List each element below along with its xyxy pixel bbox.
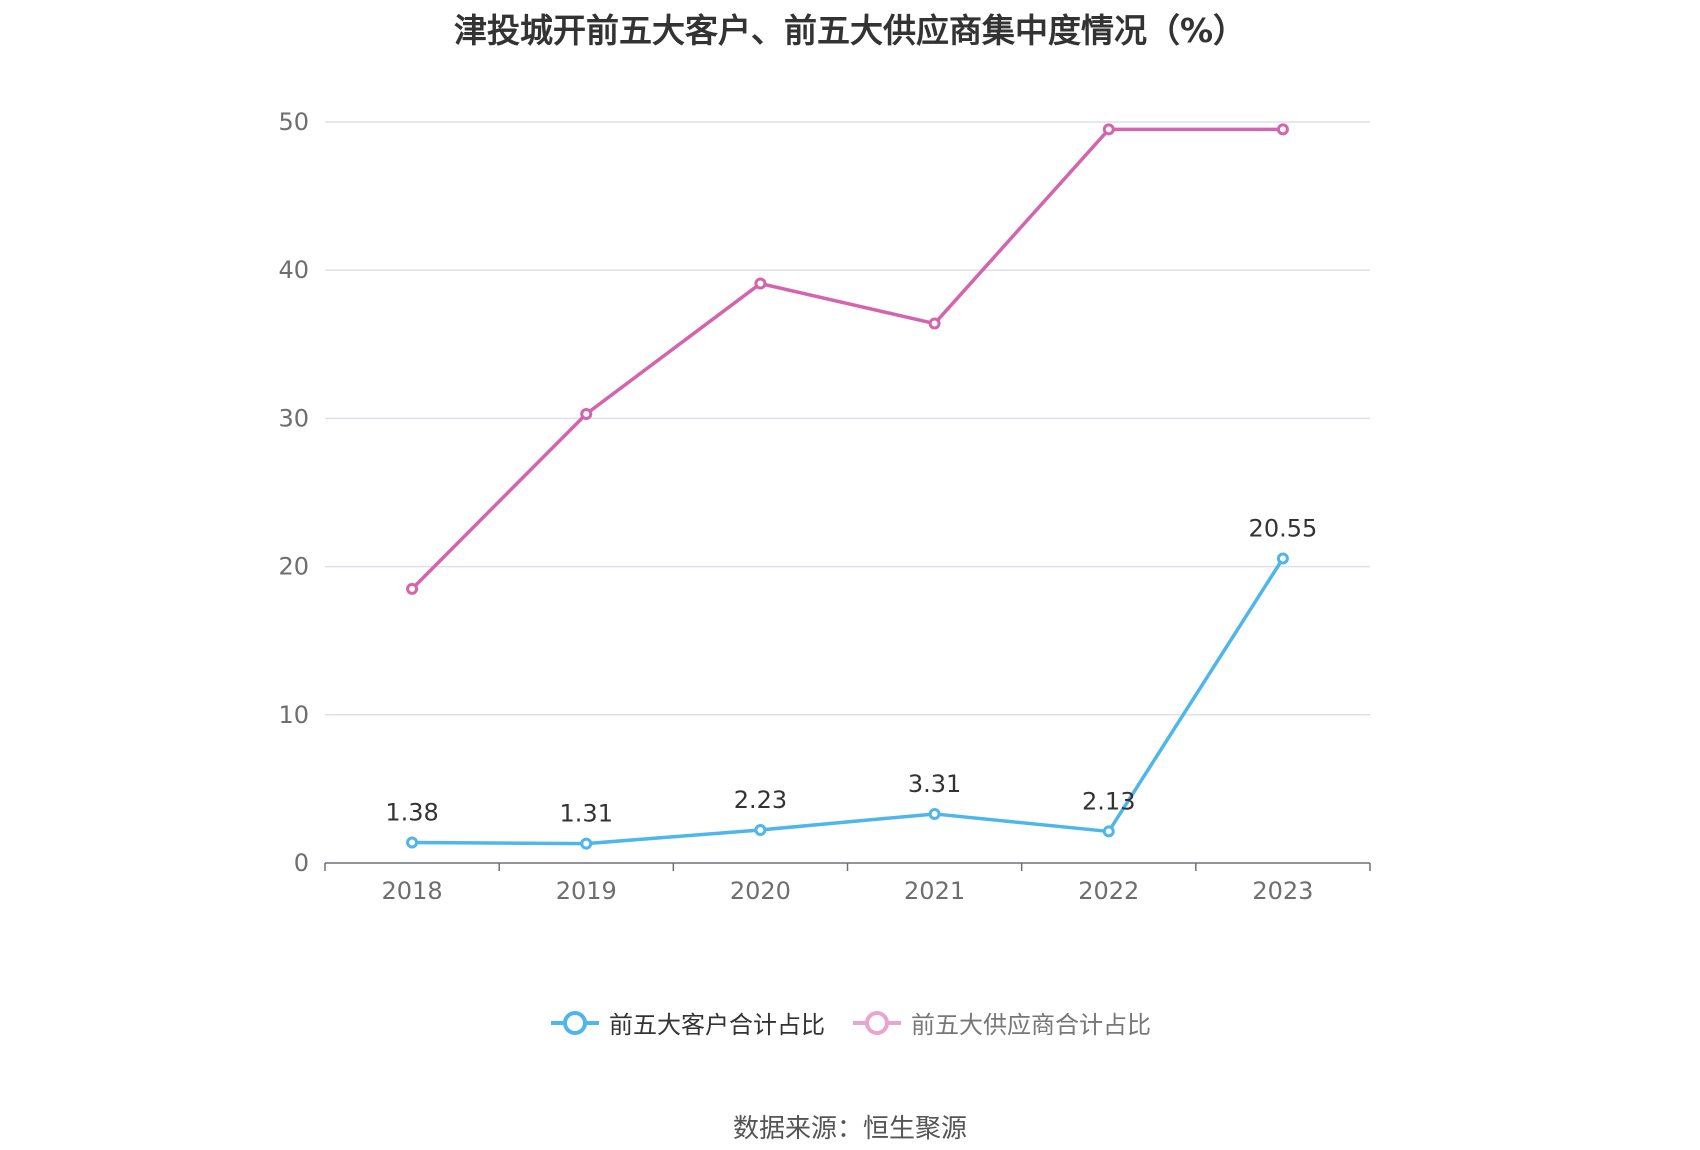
gridlines [325,121,1370,716]
legend-customers-icon [551,1010,599,1035]
legend-suppliers-label: 前五大供应商合计占比 [911,1011,1151,1039]
data-point-customers [1102,825,1115,838]
data-point-customers [928,807,941,820]
data-point-suppliers [754,277,767,290]
data-labels: 1.38 1.31 2.23 3.31 2.13 20.55 [385,514,1317,827]
data-point-customers [1276,552,1289,565]
data-point-suppliers [1102,123,1115,136]
data-point-suppliers [406,582,419,595]
data-label-customers: 20.55 [1249,514,1318,542]
y-tick-label: 0 [294,849,309,877]
series-line-suppliers [410,127,1283,591]
series [406,123,1289,850]
y-tick-label: 20 [278,553,309,581]
chart-title: 津投城开前五大客户、前五大供应商集中度情况（%） [453,11,1247,50]
legend-customers-label: 前五大客户合计占比 [609,1011,825,1039]
series-line-customers [412,557,1285,846]
legend-suppliers-icon [853,1010,901,1035]
data-point-suppliers [1276,123,1289,136]
x-tick-label: 2020 [730,877,791,905]
data-point-suppliers [928,317,941,330]
legend-item-customers[interactable]: 前五大客户合计占比 [549,1005,825,1040]
x-tick-label: 2021 [904,877,965,905]
x-tick-label: 2023 [1252,877,1313,905]
data-label-customers: 3.31 [908,770,961,798]
data-label-customers: 2.13 [1082,787,1135,815]
data-point-customers [406,836,419,849]
axes: 0 10 20 30 40 50 2018 2019 2020 2021 2022 2023 [278,108,1371,905]
legend: 前五大客户合计占比 前五大供应商合计占比 [0,1005,1700,1040]
x-tick-label: 2022 [1078,877,1139,905]
data-label-customers: 2.23 [734,786,787,814]
legend-item-suppliers[interactable]: 前五大供应商合计占比 [851,1005,1151,1040]
data-label-customers: 1.38 [385,799,438,827]
y-tick-label: 30 [278,404,309,432]
y-tick-label: 50 [278,108,309,136]
x-tick-label: 2019 [556,877,617,905]
y-tick-label: 40 [278,256,309,284]
x-tick-label: 2018 [382,877,443,905]
data-point-customers [754,823,767,836]
data-point-customers [580,837,593,850]
y-tick-label: 10 [278,701,309,729]
data-label-customers: 1.31 [560,800,613,828]
source-note: 数据来源：恒生聚源 [732,1114,967,1144]
data-point-suppliers [580,407,593,420]
